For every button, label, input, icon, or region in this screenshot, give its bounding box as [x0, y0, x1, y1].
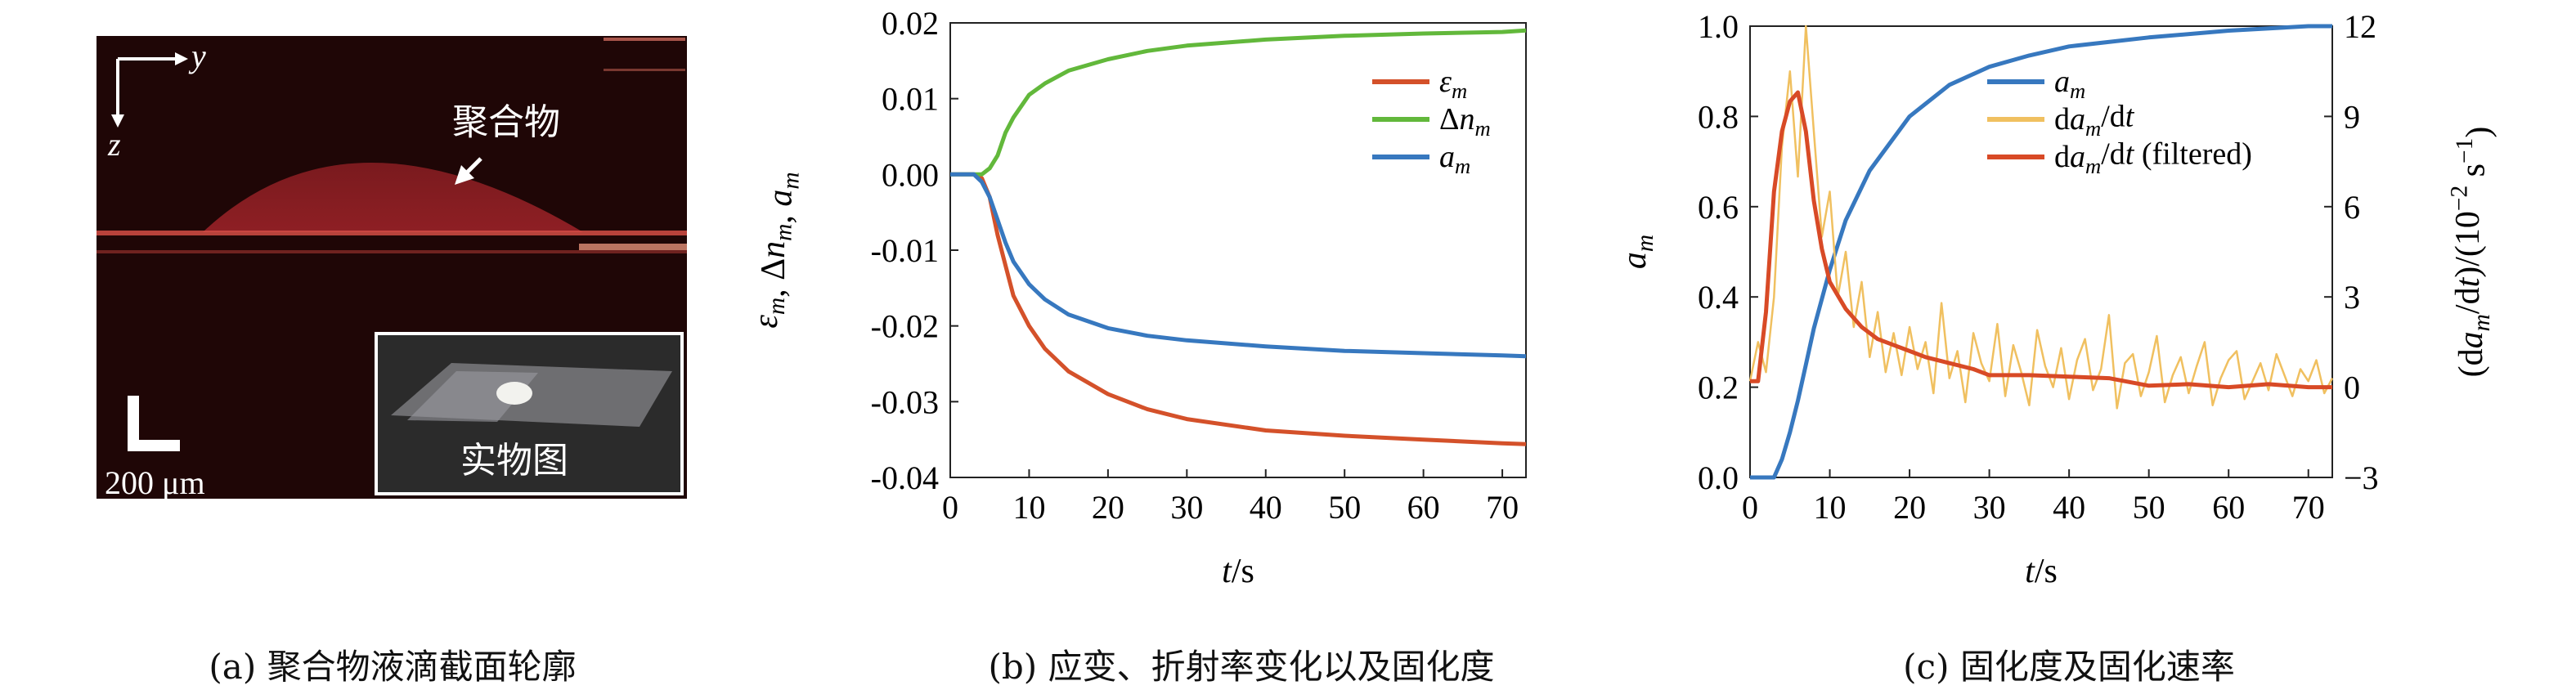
micrograph: y z 聚合物 200 μm 实物图: [96, 36, 687, 501]
y-tick-label: 0.02: [882, 5, 939, 42]
y-tick-label: 0.8: [1698, 98, 1739, 135]
x-tick-label: 0: [1742, 489, 1758, 526]
y-tick-label: 0.2: [1698, 370, 1739, 406]
x-tick-label: 50: [2133, 489, 2165, 526]
x-axis-label: t/s: [1222, 553, 1254, 590]
y-axis-label: εm, Δnm, am: [747, 172, 804, 328]
caption-a: (a) 聚合物液滴截面轮廓: [209, 647, 577, 687]
x-tick-label: 50: [1328, 489, 1361, 526]
y-right-tick-label: −3: [2344, 459, 2379, 496]
series-line-1: [1748, 25, 2334, 410]
axis-indicator: [111, 52, 188, 128]
y-right-tick-label: 0: [2344, 370, 2360, 406]
polymer-label: 聚合物: [452, 102, 560, 142]
y-tick-label: -0.02: [871, 308, 939, 345]
y-tick-label: -0.04: [871, 459, 939, 496]
x-tick-label: 0: [942, 489, 958, 526]
x-tick-label: 10: [1012, 489, 1045, 526]
inset-label: 实物图: [460, 441, 568, 481]
y-tick-label: 0.6: [1698, 189, 1739, 226]
legend-label-0: am: [2054, 65, 2085, 103]
y-tick-label: -0.01: [871, 232, 939, 269]
x-tick-label: 70: [2292, 489, 2325, 526]
x-tick-label: 20: [1092, 489, 1124, 526]
x-tick-label: 10: [1814, 489, 1847, 526]
x-tick-label: 30: [1170, 489, 1203, 526]
x-tick-label: 30: [1973, 489, 2006, 526]
x-axis-label: t/s: [2025, 553, 2058, 590]
axis-z-label: z: [107, 126, 121, 163]
polymer-arrow: [455, 157, 482, 185]
chart-c: 0 10 20 30 40 50 60 701.00.80.60.40.20.0129630−…: [1616, 8, 2497, 590]
series-line-0: [1750, 24, 2332, 480]
legend-label-2: am: [1439, 140, 1470, 178]
series-line-0: [950, 172, 1527, 446]
y-tick-label: 0.00: [882, 156, 939, 193]
y-right-tick-label: 3: [2344, 279, 2360, 316]
y-tick-label: 0.4: [1698, 279, 1739, 316]
y-right-tick-label: 12: [2344, 8, 2376, 45]
y-tick-label: 1.0: [1698, 8, 1739, 45]
x-tick-label: 60: [2212, 489, 2245, 526]
legend-label-1: Δnm: [1439, 102, 1491, 141]
legend-label-1: dam/dt: [2054, 100, 2135, 141]
series-line-2: [1750, 90, 2332, 390]
y-axis-label: am: [1616, 235, 1658, 269]
y-tick-label: 0.01: [882, 81, 939, 118]
y-right-tick-label: 9: [2344, 98, 2360, 135]
y-right-tick-label: 6: [2344, 189, 2360, 226]
inset-photo: 实物图: [375, 332, 684, 495]
plot-frame: [1749, 25, 2333, 478]
scale-bar: [128, 396, 180, 451]
x-tick-label: 60: [1407, 489, 1440, 526]
polymer-drop: [203, 163, 583, 232]
caption-c: (c) 固化度及固化速率: [1903, 647, 2235, 687]
panel-a: y z 聚合物 200 μm 实物图: [96, 36, 687, 501]
x-tick-label: 20: [1893, 489, 1926, 526]
chart-b: 0 10 20 30 40 50 60 70 0.02 0.01 0.00 -0.01 -0.02 -0.…: [747, 5, 1527, 590]
x-tick-label: 70: [1486, 489, 1519, 526]
y-tick-label: -0.03: [871, 383, 939, 420]
series-line-1: [950, 28, 1527, 177]
legend-label-0: εm: [1439, 65, 1467, 103]
legend-label-2: dam/dt (filtered): [2054, 137, 2252, 178]
scale-label: 200 μm: [105, 464, 205, 499]
y-tick-label: 0.0: [1698, 459, 1739, 496]
substrate-top-line: [96, 231, 687, 235]
x-tick-label: 40: [1250, 489, 1282, 526]
y-right-axis-label: (dam/dt)/(10−2 s−1): [2447, 127, 2497, 378]
x-tick-label: 40: [2053, 489, 2085, 526]
caption-b: (b) 应变、折射率变化以及固化度: [988, 647, 1495, 687]
substrate-bottom-line: [96, 250, 687, 253]
series-line-2: [950, 172, 1527, 359]
axis-y-label: y: [188, 38, 206, 74]
